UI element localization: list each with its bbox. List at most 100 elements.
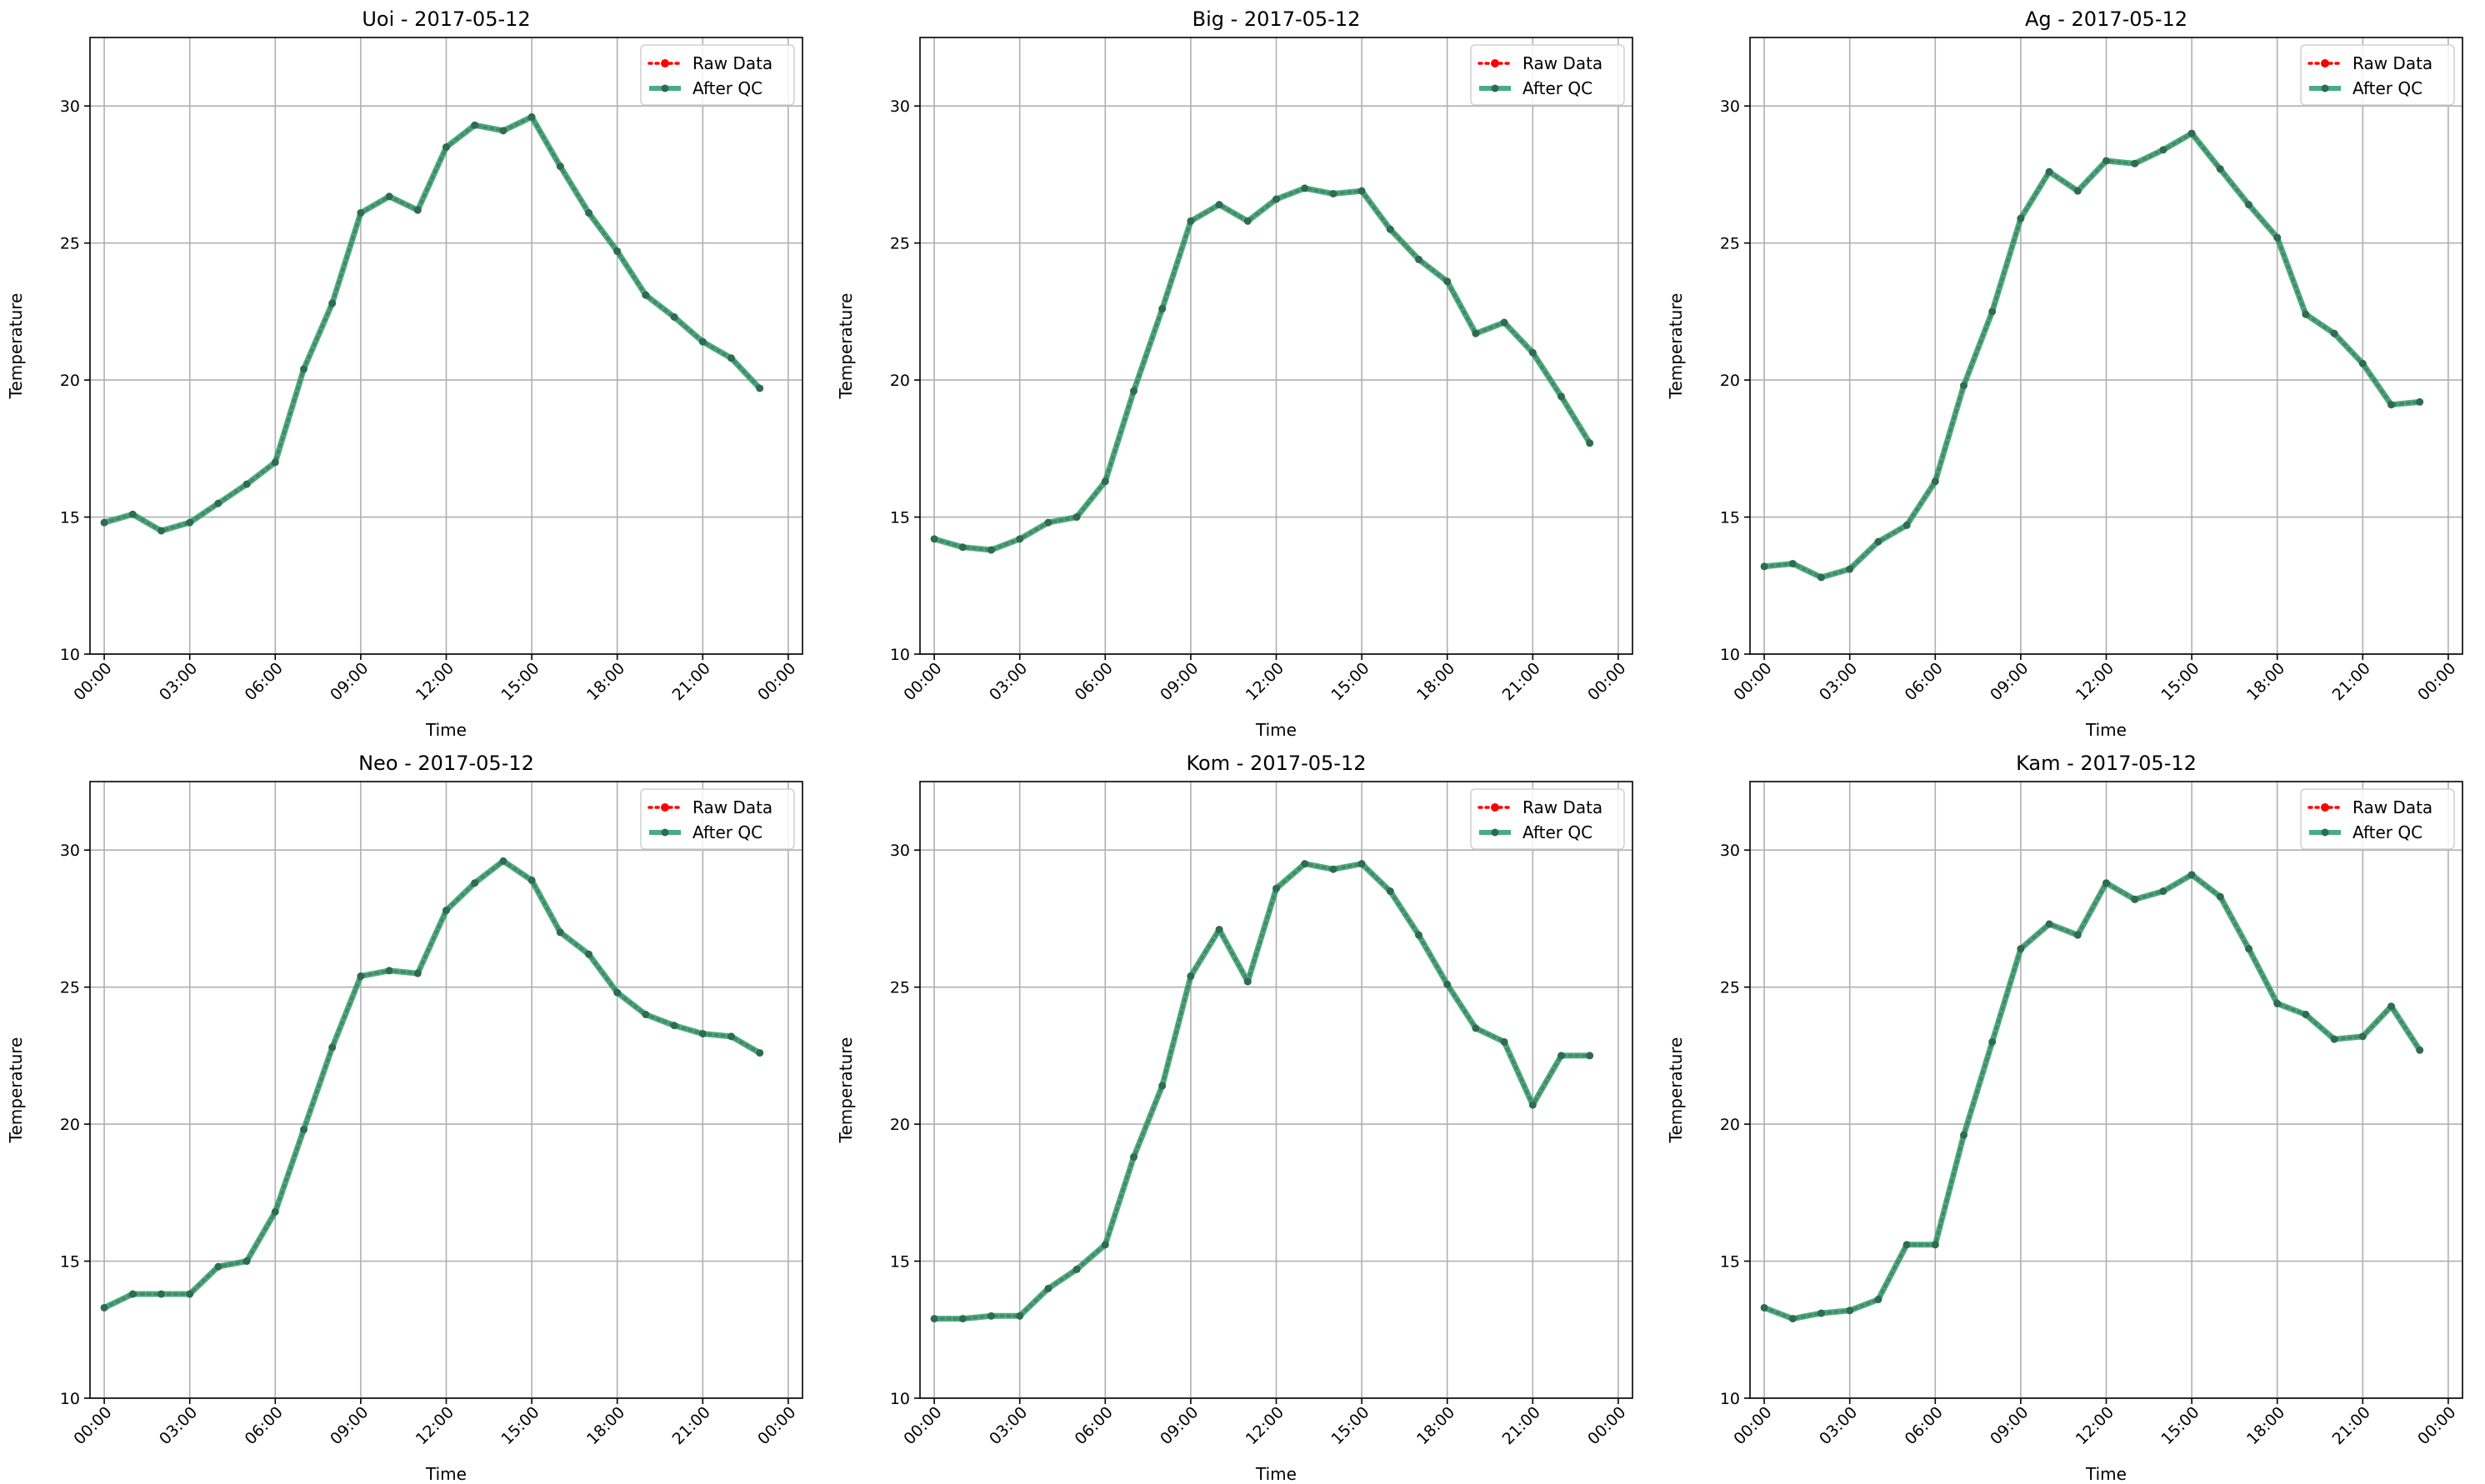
data-point [442, 907, 450, 915]
x-axis-label: Time [1255, 720, 1297, 740]
data-point [642, 1011, 650, 1019]
y-tick-label: 20 [890, 372, 910, 390]
data-point [1215, 926, 1223, 934]
data-point [1443, 980, 1452, 988]
data-point [1358, 187, 1366, 195]
legend-marker-after-qc [1491, 84, 1499, 92]
data-point [2159, 887, 2168, 896]
y-axis-label: Temperature [1666, 1037, 1686, 1144]
data-point [1874, 537, 1882, 546]
data-point [1443, 277, 1452, 286]
series-line-raw-data [102, 859, 762, 1310]
data-point [1472, 1024, 1480, 1032]
data-point [728, 354, 735, 362]
data-point [756, 1049, 764, 1057]
y-tick-label: 25 [60, 979, 80, 997]
y-tick-label: 15 [1720, 509, 1740, 527]
data-point [2102, 157, 2110, 165]
x-tick-label: 06:00 [242, 1403, 287, 1448]
x-tick-label: 18:00 [2243, 659, 2288, 704]
x-tick-label: 00:00 [754, 1403, 799, 1448]
x-tick-label: 15:00 [498, 659, 542, 704]
y-tick-label: 15 [60, 509, 80, 527]
data-point [1072, 513, 1081, 522]
data-point [1586, 439, 1594, 447]
y-tick-label: 15 [1720, 1253, 1740, 1272]
data-point [300, 1126, 308, 1134]
legend-marker-after-qc [1491, 828, 1499, 837]
legend-marker-raw-data [661, 803, 669, 812]
data-point [528, 112, 536, 121]
data-point [2330, 329, 2338, 337]
data-point [100, 518, 108, 527]
data-point [1101, 1241, 1109, 1249]
data-point [2073, 187, 2082, 195]
data-point [2330, 1035, 2338, 1043]
x-tick-label: 15:00 [2158, 659, 2202, 704]
data-point [988, 1312, 995, 1320]
data-point [1415, 931, 1422, 939]
legend-label-after-qc: After QC [692, 822, 762, 842]
x-tick-label: 09:00 [327, 1403, 372, 1448]
legend-label-raw-data: Raw Data [2352, 53, 2432, 73]
x-tick-label: 00:00 [70, 659, 115, 704]
data-point [2245, 201, 2252, 209]
legend-marker-raw-data [661, 59, 669, 67]
x-tick-label: 00:00 [70, 1403, 115, 1448]
x-tick-label: 00:00 [900, 1403, 945, 1448]
y-tick-label: 20 [890, 1116, 910, 1134]
data-point [328, 1043, 337, 1052]
x-tick-label: 21:00 [669, 659, 714, 704]
x-tick-label: 12:00 [2072, 1403, 2118, 1448]
legend-marker-after-qc [2321, 828, 2329, 837]
data-point [328, 299, 337, 307]
data-point [271, 458, 279, 467]
chart-title: Ag - 2017-05-12 [2025, 7, 2188, 31]
data-point [2216, 165, 2224, 173]
y-tick-label: 25 [1720, 979, 1740, 997]
data-point [642, 291, 650, 299]
data-point [1988, 1037, 1997, 1046]
data-point [585, 208, 592, 217]
legend-marker-after-qc [661, 828, 669, 837]
data-point [1472, 329, 1480, 337]
legend-marker-raw-data [1491, 803, 1499, 812]
data-point [300, 365, 308, 373]
data-point [1586, 1052, 1594, 1060]
x-tick-label: 09:00 [1987, 659, 2032, 704]
data-point [1846, 565, 1854, 573]
legend-marker-raw-data [2321, 59, 2329, 67]
data-point [2416, 397, 2424, 406]
data-point [214, 1262, 222, 1271]
x-tick-label: 12:00 [2072, 659, 2118, 704]
x-tick-label: 03:00 [1816, 659, 1861, 704]
data-point [613, 247, 622, 256]
data-point [357, 972, 365, 981]
data-point [1558, 392, 1565, 401]
y-tick-label: 15 [60, 1253, 80, 1272]
legend-marker-raw-data [1491, 59, 1499, 67]
series-line-after-qc [933, 185, 1592, 553]
x-axis-label: Time [425, 1464, 467, 1484]
data-point [1016, 1312, 1024, 1320]
data-point [128, 1290, 137, 1298]
x-tick-label: 03:00 [986, 659, 1031, 704]
data-point [385, 192, 393, 201]
data-point [1788, 1315, 1797, 1323]
data-point [1846, 1307, 1854, 1315]
data-point [2188, 129, 2196, 137]
series-line-after-qc [102, 857, 762, 1311]
series-line-after-qc [934, 861, 1590, 1322]
data-point [1187, 217, 1195, 225]
y-tick-label: 30 [1720, 842, 1740, 860]
legend-label-after-qc: After QC [1522, 822, 1592, 842]
data-point [1818, 573, 1825, 582]
series-line-after-qc [1762, 872, 2422, 1322]
data-point [2416, 1046, 2424, 1054]
x-tick-label: 15:00 [2158, 1403, 2202, 1448]
y-tick-label: 30 [60, 97, 80, 116]
y-tick-label: 25 [890, 979, 910, 997]
data-point [2102, 879, 2110, 887]
y-tick-label: 30 [890, 842, 910, 860]
chart-title: Kam - 2017-05-12 [2016, 752, 2197, 775]
